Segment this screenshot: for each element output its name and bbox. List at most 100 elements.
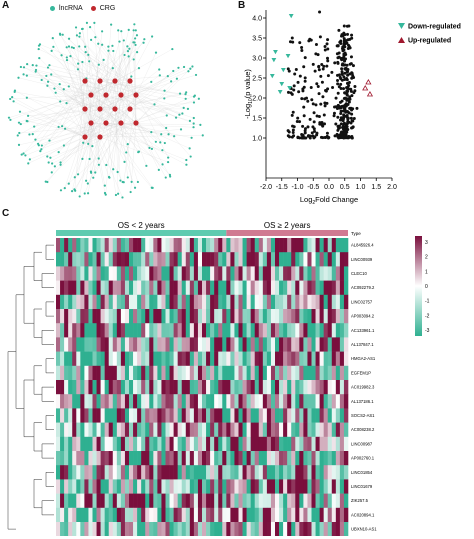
network-edge <box>73 47 92 96</box>
heatmap-cell <box>112 380 118 395</box>
heatmap-cell <box>339 479 345 494</box>
network-edge <box>86 78 137 124</box>
heatmap-cell <box>72 507 77 523</box>
crg-node <box>97 134 103 140</box>
neutral-point <box>314 52 318 56</box>
heatmap-cell <box>169 294 174 310</box>
heatmap-cell <box>84 252 89 267</box>
heatmap-cell <box>72 436 77 452</box>
heatmap-cell <box>311 365 316 381</box>
heatmap-cell <box>72 294 77 310</box>
heatmap-cell <box>88 422 93 438</box>
heatmap-cell <box>84 422 89 438</box>
lncrna-node <box>127 28 130 31</box>
lncrna-node <box>194 73 198 77</box>
heatmap-cell <box>56 479 61 494</box>
neutral-point <box>336 61 340 65</box>
heatmap-cell <box>234 451 239 466</box>
heatmap-cell <box>210 351 215 367</box>
heatmap-cell <box>295 294 300 310</box>
lncrna-node <box>94 36 97 39</box>
y-axis-label: -Log10(p value) <box>243 69 254 119</box>
heatmap-cell <box>279 436 284 452</box>
heatmap-cell <box>210 422 215 438</box>
heatmap-cell <box>295 365 300 381</box>
heatmap-cell <box>108 266 114 281</box>
heatmap-cell <box>76 479 81 494</box>
heatmap-cell <box>68 294 73 310</box>
heatmap-cell <box>133 252 138 267</box>
heatmap-cell <box>226 436 231 452</box>
heatmap-cell <box>343 465 349 480</box>
heatmap-cell <box>112 280 118 296</box>
heatmap-cell <box>100 280 105 296</box>
heatmap-cell <box>226 380 231 395</box>
lncrna-node <box>67 182 70 185</box>
lncrna-node <box>26 63 29 66</box>
lncrna-node <box>81 60 84 64</box>
network-edge <box>99 45 113 82</box>
heatmap-cell <box>335 365 341 381</box>
heatmap-cell <box>246 394 251 409</box>
heatmap-cell <box>124 266 130 281</box>
heatmap-cell <box>270 394 276 409</box>
heatmap-cell <box>112 422 118 438</box>
heatmap-cell <box>84 451 89 466</box>
up-regulated-point <box>366 90 374 97</box>
heatmap-cell <box>84 351 89 367</box>
neutral-point <box>291 128 295 132</box>
lncrna-node <box>125 151 128 154</box>
heatmap-cell <box>307 479 312 494</box>
heatmap-cell <box>197 465 203 480</box>
heatmap-cell <box>254 365 260 381</box>
heatmap-cell <box>108 323 114 338</box>
heatmap-cell <box>335 252 341 267</box>
heatmap-cell <box>104 436 110 452</box>
heatmap-cell <box>339 408 345 423</box>
heatmap-cell <box>258 351 264 367</box>
heatmap-cell <box>214 238 219 253</box>
heatmap-cell <box>76 351 81 367</box>
heatmap-cell <box>291 507 296 523</box>
lncrna-node <box>163 97 166 100</box>
heatmap-cell <box>335 493 341 509</box>
heatmap-cell <box>315 479 320 494</box>
heatmap-cell <box>84 394 89 409</box>
heatmap-cell <box>80 479 85 494</box>
heatmap-cell <box>173 408 178 423</box>
lncrna-node <box>157 168 160 171</box>
heatmap-cell <box>197 280 203 296</box>
heatmap-cell <box>331 408 337 423</box>
network-edge <box>29 136 86 160</box>
lncrna-node <box>70 190 74 193</box>
heatmap-cell <box>242 309 247 324</box>
heatmap-cell <box>96 380 101 395</box>
heatmap-cell <box>116 280 122 296</box>
heatmap-cell <box>141 380 146 395</box>
heatmap-cell <box>311 507 316 523</box>
neutral-point <box>315 82 319 86</box>
neutral-point <box>343 131 347 135</box>
heatmap-cell <box>181 351 187 367</box>
heatmap-cell <box>181 451 187 466</box>
network-edge <box>84 44 103 82</box>
network-edge <box>105 46 109 96</box>
heatmap-cell <box>202 436 207 452</box>
heatmap-cell <box>145 422 150 438</box>
heatmap-cell <box>303 394 308 409</box>
heatmap-cell <box>291 451 296 466</box>
heatmap-cell <box>149 309 154 324</box>
heatmap-cell <box>104 309 110 324</box>
heatmap-cell <box>327 451 333 466</box>
heatmap-cell <box>218 266 223 281</box>
lncrna-node <box>174 116 178 119</box>
heatmap-cell <box>72 351 77 367</box>
heatmap-cell <box>80 493 85 509</box>
lncrna-node <box>116 170 119 174</box>
panel-a-letter: A <box>2 0 10 11</box>
heatmap-cell <box>161 337 166 352</box>
heatmap-cell <box>254 337 260 352</box>
heatmap-cell <box>339 436 345 452</box>
heatmap-cell <box>133 294 138 310</box>
heatmap-cell <box>234 522 239 536</box>
